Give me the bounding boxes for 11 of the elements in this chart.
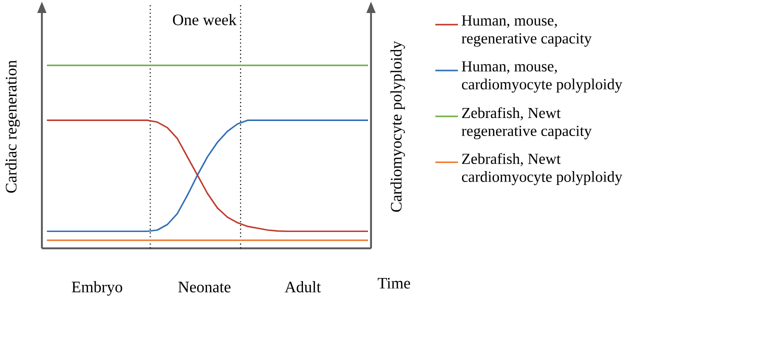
text: One week [172,14,237,26]
x-axis-title: Time [378,278,410,289]
text: Embryo [72,281,122,296]
legend-label: Zebrafish, Newt cardiomyocyte polyploidy [462,153,622,186]
text: Adult [284,281,321,292]
text: Neonate [178,282,230,292]
y2-axis-title: Cardiomyocyte polyploidy [390,40,405,212]
legend-label: Zebrafish, Newt regenerative capacity [462,107,592,140]
legend-label: Human, mouse, regenerative capacity [462,15,592,47]
y-axis-title: Cardiac regeneration [5,60,20,193]
legend-label: Human, mouse, cardiomyocyte polyploidy [462,61,622,93]
